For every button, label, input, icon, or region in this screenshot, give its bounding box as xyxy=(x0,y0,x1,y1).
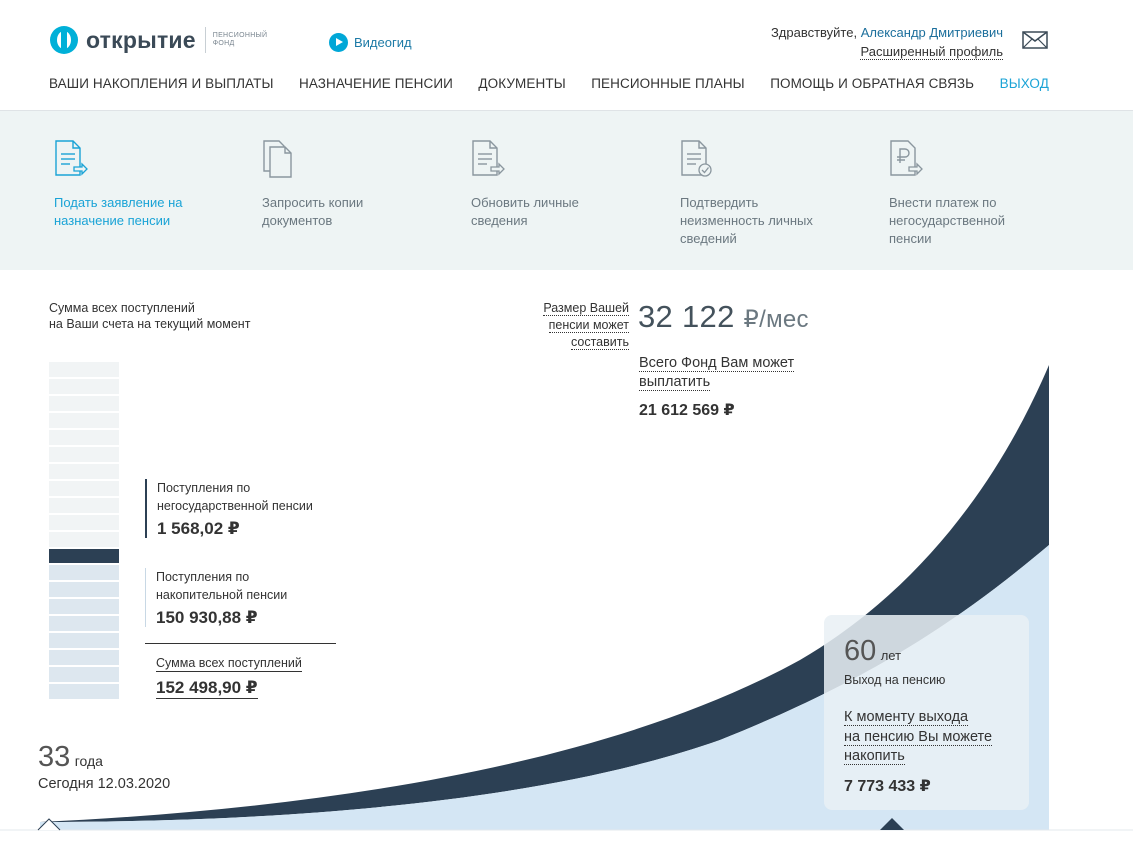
action-apply-pension[interactable]: Подать заявление на назначение пенсии xyxy=(54,139,214,230)
bar-cell-accum xyxy=(49,633,119,648)
bar-cell-npo xyxy=(49,549,119,563)
retire-age-marker[interactable] xyxy=(880,818,904,830)
bar-cell-accum xyxy=(49,616,119,631)
action-label: Запросить копии документов xyxy=(262,195,364,228)
action-request-copies[interactable]: Запросить копии документов xyxy=(262,139,422,230)
total-label[interactable]: Сумма всех поступлений xyxy=(156,656,302,672)
logo-name: открытие xyxy=(86,26,196,53)
video-guide-link[interactable]: Видеогид xyxy=(329,33,412,52)
bar-cell xyxy=(49,464,119,479)
retire-age-unit: лет xyxy=(880,648,902,663)
current-age-unit: года xyxy=(74,753,103,769)
mail-icon[interactable] xyxy=(1022,31,1048,49)
action-confirm-info[interactable]: Подтвердить неизменность личных сведений xyxy=(680,139,840,248)
total-value[interactable]: 152 498,90 ₽ xyxy=(156,678,258,699)
npo-value: 1 568,02 ₽ xyxy=(157,519,240,538)
today-date: Сегодня 12.03.2020 xyxy=(38,776,171,792)
pension-unit: ₽/мес xyxy=(743,306,809,333)
bar-cell xyxy=(49,379,119,394)
summary-title: Сумма всех поступлений на Ваши счета на … xyxy=(49,301,251,331)
bar-cell xyxy=(49,481,119,496)
action-make-payment[interactable]: Внести платеж по негосударственной пенси… xyxy=(889,139,1049,248)
accumulation-label[interactable]: К моменту выхода на пенсию Вы можете нак… xyxy=(844,709,993,765)
doc-arrow-icon xyxy=(55,140,88,176)
bar-cell xyxy=(49,396,119,411)
current-age-number: 33 xyxy=(38,741,71,773)
pension-amount: 32 122 ₽/мес xyxy=(638,299,809,334)
doc-copies-icon xyxy=(263,140,292,178)
accum-contributions: Поступления по накопительной пенсии 150 … xyxy=(145,568,287,627)
greeting: Здравствуйте, Александр Дмитриевич xyxy=(771,25,1003,40)
total-payout-value: 21 612 569 ₽ xyxy=(639,402,735,419)
bar-cell xyxy=(49,498,119,513)
bar-cell xyxy=(49,413,119,428)
bar-cell-accum xyxy=(49,565,119,580)
retirement-card: 60 лет Выход на пенсию К моменту выхода … xyxy=(824,615,1029,810)
nav-pension-assign[interactable]: НАЗНАЧЕНИЕ ПЕНСИИ xyxy=(298,76,453,91)
accumulation-chart xyxy=(0,365,1133,831)
accum-value: 150 930,88 ₽ xyxy=(156,608,258,627)
nav-pension-plans[interactable]: ПЕНСИОННЫЕ ПЛАНЫ xyxy=(591,76,745,91)
nav-documents[interactable]: ДОКУМЕНТЫ xyxy=(478,76,566,91)
bar-cell-accum xyxy=(49,684,119,699)
logo-mark-icon xyxy=(50,26,78,54)
total-contributions[interactable]: Сумма всех поступлений 152 498,90 ₽ xyxy=(156,656,302,699)
logo-subtitle: пенсионный фонд xyxy=(212,32,268,47)
bar-cell-accum xyxy=(49,582,119,597)
header: открытие пенсионный фонд Видеогид Здравс… xyxy=(0,0,1133,111)
doc-update-icon xyxy=(472,140,505,176)
bar-cell-accum xyxy=(49,599,119,614)
contributions-bar xyxy=(49,362,119,700)
action-label: Подать заявление на назначение пенсии xyxy=(54,195,183,228)
current-age: 33 года Сегодня 12.03.2020 xyxy=(38,741,170,792)
main-nav: ВАШИ НАКОПЛЕНИЯ И ВЫПЛАТЫ НАЗНАЧЕНИЕ ПЕН… xyxy=(49,76,1049,91)
retire-label: Выход на пенсию xyxy=(844,673,946,687)
current-age-marker xyxy=(37,818,61,831)
total-payout-label[interactable]: Всего Фонд Вам может выплатить xyxy=(639,355,795,391)
accumulation-value: 7 773 433 ₽ xyxy=(844,777,931,795)
action-label: Внести платеж по негосударственной пенси… xyxy=(889,195,1006,246)
profile-link[interactable]: Расширенный профиль xyxy=(860,44,1003,60)
summary-divider xyxy=(145,643,336,644)
bar-cell-accum xyxy=(49,650,119,665)
nav-savings[interactable]: ВАШИ НАКОПЛЕНИЯ И ВЫПЛАТЫ xyxy=(49,76,274,91)
retire-age-number: 60 xyxy=(844,635,877,667)
chart-light-series xyxy=(40,545,1049,830)
user-name[interactable]: Александр Дмитриевич xyxy=(860,25,1003,40)
action-label: Обновить личные сведения xyxy=(471,195,579,228)
nav-logout[interactable]: ВЫХОД xyxy=(999,76,1049,91)
bar-cell xyxy=(49,430,119,445)
play-icon xyxy=(329,33,348,52)
bar-cell xyxy=(49,362,119,377)
bar-cell xyxy=(49,515,119,530)
pension-size-label[interactable]: Размер Вашей пенсии может составить xyxy=(543,301,629,350)
ruble-doc-icon xyxy=(890,140,923,176)
action-label: Подтвердить неизменность личных сведений xyxy=(680,195,813,246)
bar-cell xyxy=(49,532,119,547)
video-guide-label: Видеогид xyxy=(354,35,412,50)
greeting-text: Здравствуйте, xyxy=(770,25,858,40)
logo-divider xyxy=(204,27,206,53)
action-update-info[interactable]: Обновить личные сведения xyxy=(471,139,631,230)
bar-cell-accum xyxy=(49,667,119,682)
nav-help[interactable]: ПОМОЩЬ И ОБРАТНАЯ СВЯЗЬ xyxy=(770,76,975,91)
quick-actions: Подать заявление на назначение пенсии За… xyxy=(0,111,1133,270)
bar-cell xyxy=(49,447,119,462)
logo[interactable]: открытие пенсионный фонд xyxy=(50,26,273,54)
npo-contributions: Поступления по негосударственной пенсии … xyxy=(145,479,313,538)
doc-check-icon xyxy=(681,140,712,177)
